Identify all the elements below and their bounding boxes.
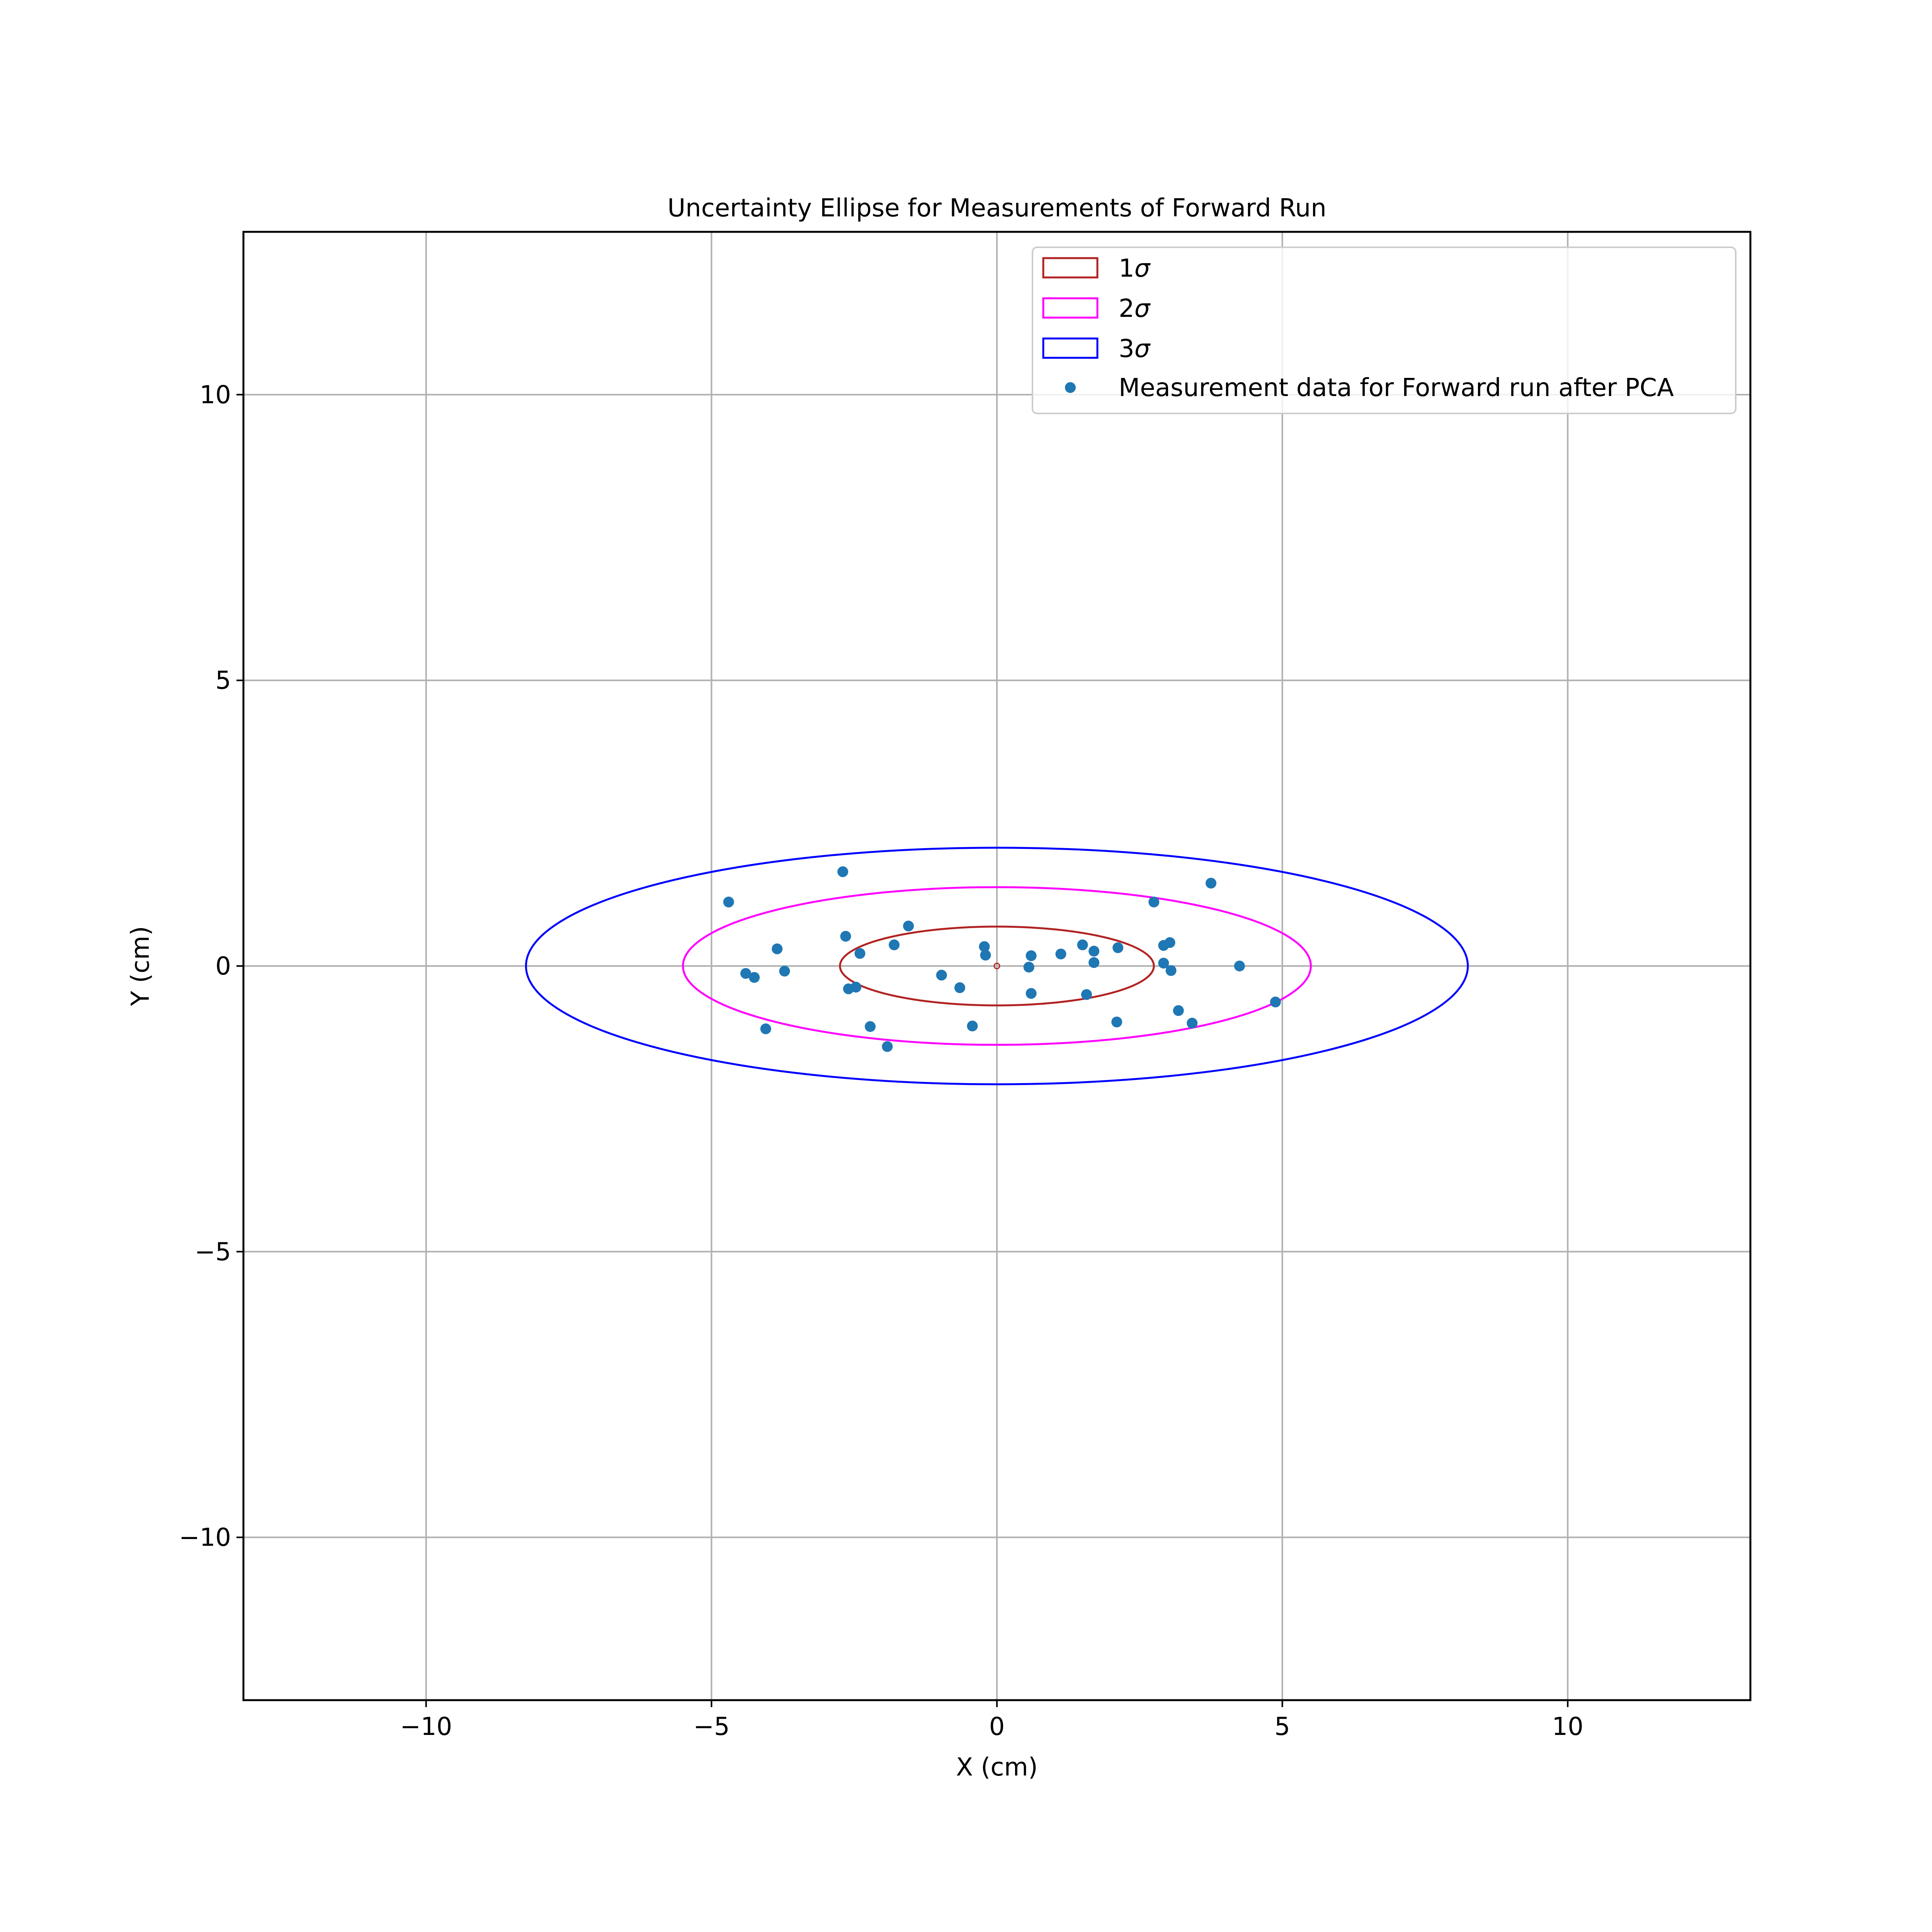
- x-tick-label: −5: [693, 1713, 730, 1741]
- scatter-point: [865, 1021, 876, 1032]
- scatter-point: [1158, 957, 1169, 969]
- scatter-point: [1148, 896, 1160, 908]
- legend-1sigma-swatch: [1042, 257, 1099, 279]
- grid-lines: [243, 232, 1750, 1700]
- uncertainty-ellipses: [525, 847, 1469, 1085]
- scatter-point: [1023, 961, 1034, 973]
- scatter-point: [854, 948, 866, 959]
- scatter-point: [1164, 937, 1175, 948]
- ellipse-2sigma: [682, 886, 1312, 1046]
- scatter-point: [1112, 942, 1124, 953]
- scatter-point: [936, 969, 947, 981]
- scatter-points: [723, 866, 1281, 1052]
- x-tick-label: 5: [1274, 1713, 1290, 1741]
- ellipse-1sigma: [839, 925, 1155, 1007]
- scatter-point: [1081, 989, 1092, 1000]
- y-tick-label: 10: [200, 381, 231, 409]
- scatter-point: [1077, 939, 1088, 951]
- legend-scatter-marker: [1065, 382, 1076, 393]
- scatter-point: [1111, 1016, 1122, 1027]
- scatter-point: [1205, 878, 1216, 889]
- legend-3sigma-swatch: [1042, 337, 1099, 359]
- y-tick-label: 0: [215, 952, 231, 981]
- scatter-point: [1026, 988, 1037, 999]
- axis-ticks: −10 −5 0 5 10 −10 −5 0 5 10: [179, 381, 1583, 1741]
- x-axis-label: X (cm): [956, 1753, 1038, 1782]
- scatter-point: [723, 896, 734, 908]
- scatter-point: [1088, 946, 1100, 957]
- scatter-point: [1270, 997, 1281, 1008]
- scatter-point: [1173, 1005, 1184, 1016]
- ellipse-3sigma: [525, 847, 1469, 1085]
- y-axis-label: Y (cm): [126, 926, 155, 1007]
- scatter-point: [749, 972, 760, 983]
- chart-title: Uncertainty Ellipse for Measurements of …: [667, 194, 1327, 223]
- scatter-point: [779, 966, 790, 977]
- scatter-point: [882, 1041, 893, 1052]
- scatter-point: [772, 943, 783, 954]
- legend-scatter-label: Measurement data for Forward run after P…: [1119, 374, 1674, 402]
- scatter-point: [903, 920, 914, 932]
- y-tick-label: −10: [179, 1524, 231, 1552]
- scatter-point: [760, 1023, 771, 1034]
- scatter-point: [1055, 948, 1066, 959]
- scatter-point: [840, 931, 851, 942]
- scatter-point: [980, 949, 991, 961]
- scatter-point: [837, 866, 849, 878]
- x-tick-label: 0: [989, 1713, 1005, 1741]
- scatter-point: [1187, 1017, 1198, 1029]
- x-tick-label: −10: [400, 1713, 452, 1741]
- scatter-point: [1234, 961, 1245, 971]
- ellipse-center-marker: [993, 963, 1000, 969]
- scatter-point: [889, 939, 900, 951]
- legend-3sigma-label: 3σ: [1119, 335, 1151, 363]
- y-tick-label: 5: [215, 667, 231, 695]
- legend-1sigma-label: 1σ: [1119, 254, 1151, 283]
- scatter-point: [967, 1020, 978, 1032]
- scatter-point: [1165, 965, 1177, 976]
- scatter-point: [979, 941, 990, 952]
- scatter-point: [1088, 957, 1100, 968]
- x-tick-label: 10: [1552, 1713, 1583, 1741]
- legend-box: [1032, 247, 1736, 414]
- scatter-point: [740, 968, 751, 979]
- scatter-point: [1026, 950, 1037, 961]
- scatter-point: [850, 981, 862, 993]
- legend-2sigma-swatch: [1042, 297, 1099, 319]
- legend-2sigma-label: 2σ: [1119, 294, 1151, 323]
- y-tick-label: −5: [195, 1238, 231, 1266]
- legend: 1σ 2σ 3σ Measurement data for Forward ru…: [1032, 247, 1736, 414]
- scatter-point: [954, 982, 965, 993]
